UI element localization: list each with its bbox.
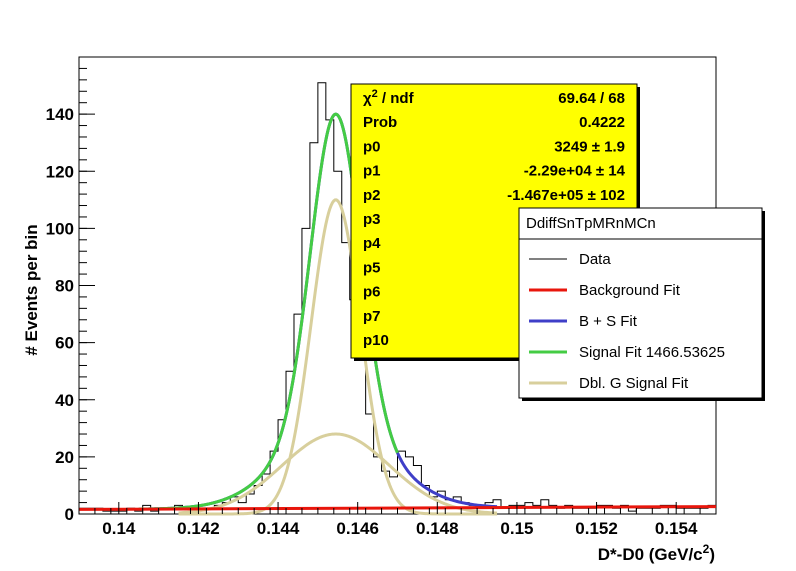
x-tick-label: 0.152 — [575, 519, 618, 538]
stats-value: 69.64 / 68 — [558, 90, 625, 107]
legend-label: B + S Fit — [579, 313, 638, 330]
stats-label: χ2 / ndf — [363, 88, 415, 107]
stats-value: 3249 ± 1.9 — [554, 138, 625, 155]
x-tick-label: 0.15 — [500, 519, 533, 538]
stats-label: p6 — [363, 284, 381, 301]
y-tick-label: 20 — [55, 448, 74, 467]
stats-label: p0 — [363, 138, 381, 155]
y-axis-title: # Events per bin — [22, 224, 41, 355]
x-tick-label: 0.148 — [416, 519, 459, 538]
stats-label: p5 — [363, 259, 381, 276]
dbl-gauss-component-2 — [178, 432, 498, 515]
legend-title: DdiffSnTpMRnMCn — [526, 215, 656, 232]
dbl-gauss-component-1 — [178, 198, 498, 516]
legend-box — [518, 207, 763, 399]
y-tick-label: 100 — [46, 219, 74, 238]
y-tick-label: 120 — [46, 162, 74, 181]
x-tick-label: 0.154 — [655, 519, 698, 538]
stats-label: Prob — [363, 114, 397, 131]
stats-label: p3 — [363, 211, 381, 228]
stats-label: p4 — [363, 235, 381, 252]
legend-label: Dbl. G Signal Fit — [579, 375, 689, 392]
x-axis-title: D*-D0 (GeV/c2) — [598, 542, 715, 564]
stats-label: p2 — [363, 187, 381, 204]
y-tick-label: 140 — [46, 105, 74, 124]
y-tick-label: 0 — [65, 505, 74, 524]
x-tick-label: 0.14 — [102, 519, 136, 538]
x-tick-label: 0.142 — [177, 519, 220, 538]
stats-value: 0.4222 — [579, 114, 625, 131]
stats-label: p7 — [363, 308, 381, 325]
stats-value: -1.467e+05 ± 102 — [507, 187, 625, 204]
legend-label: Signal Fit 1466.53625 — [579, 344, 725, 361]
x-tick-label: 0.146 — [336, 519, 379, 538]
stats-label: p1 — [363, 163, 381, 180]
y-tick-label: 80 — [55, 277, 74, 296]
stats-label: p10 — [363, 332, 389, 349]
y-tick-label: 60 — [55, 334, 74, 353]
legend-label: Background Fit — [579, 282, 681, 299]
y-tick-label: 40 — [55, 391, 74, 410]
x-tick-label: 0.144 — [257, 519, 300, 538]
legend-label: Data — [579, 251, 611, 268]
stats-value: -2.29e+04 ± 14 — [524, 163, 626, 180]
